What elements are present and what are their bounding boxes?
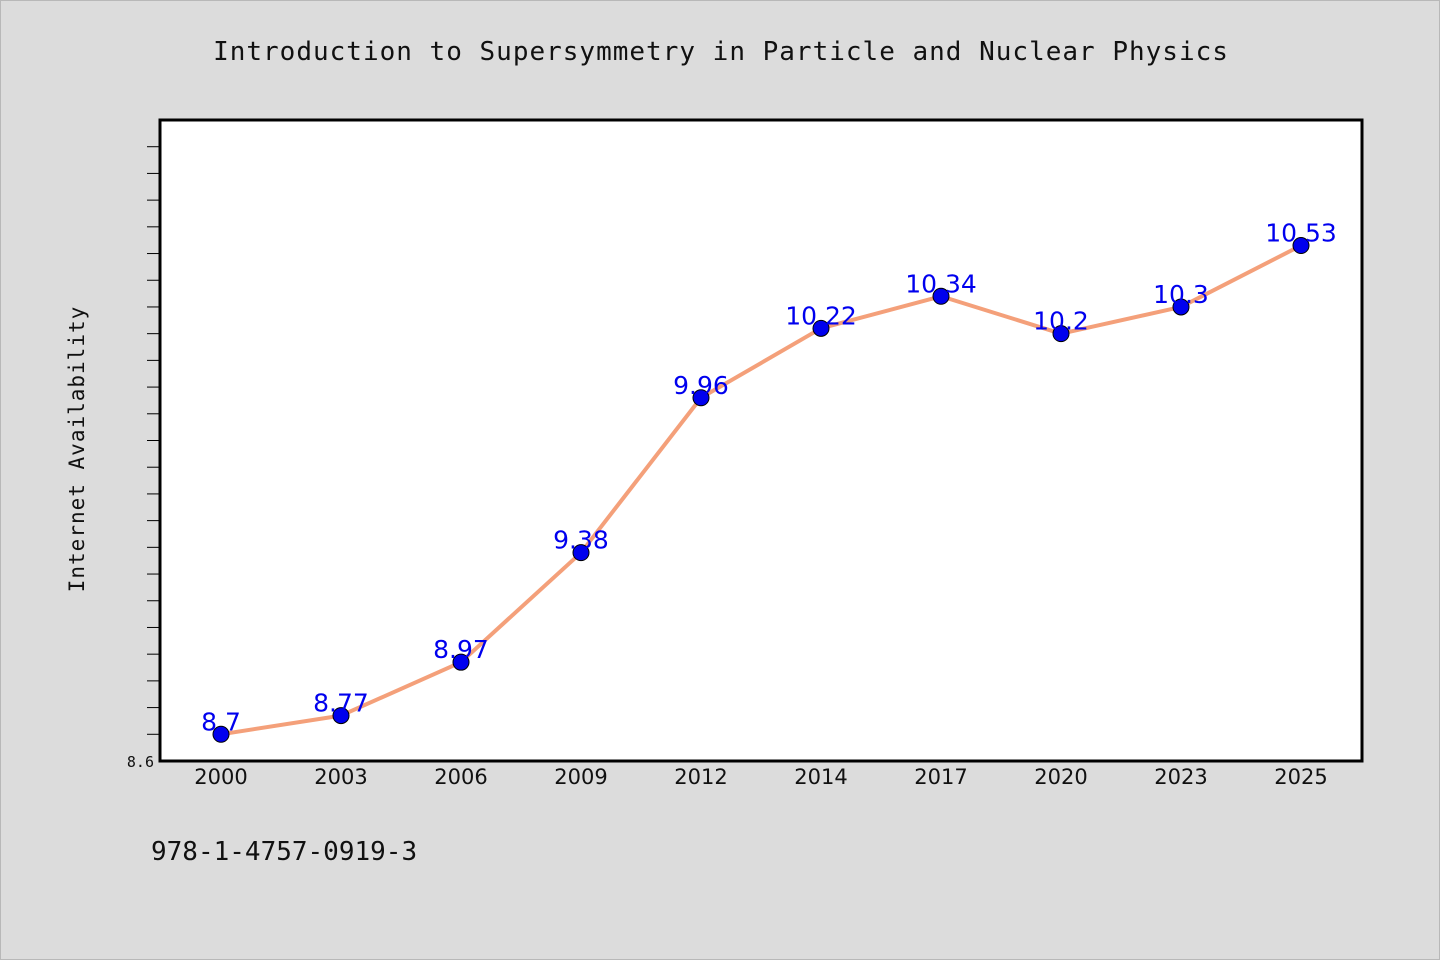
data-point <box>1292 237 1310 255</box>
data-label: 10.22 <box>785 301 857 330</box>
data-label: 10.2 <box>1033 307 1089 336</box>
x-tick-label: 2017 <box>914 765 967 789</box>
x-tick-label: 2025 <box>1274 765 1327 789</box>
isbn-text: 978-1-4757-0919-3 <box>151 837 418 867</box>
data-label: 10.34 <box>905 269 977 298</box>
data-point <box>452 653 470 671</box>
chart-title: Introduction to Supersymmetry in Particl… <box>213 37 1229 67</box>
data-label: 9.38 <box>553 526 609 555</box>
x-tick-label: 2009 <box>554 765 607 789</box>
x-tick-label: 2020 <box>1034 765 1087 789</box>
y-tick-label: 8.6 <box>127 753 154 771</box>
data-point <box>692 389 710 407</box>
data-point <box>932 287 950 305</box>
x-tick-label: 2012 <box>674 765 727 789</box>
data-label: 10.3 <box>1153 280 1209 309</box>
data-point <box>212 725 230 743</box>
series-line <box>219 243 1303 737</box>
data-label: 10.53 <box>1265 219 1337 248</box>
data-point <box>572 544 590 562</box>
data-point <box>1052 325 1070 343</box>
plot-area <box>160 120 1362 761</box>
data-label: 8.7 <box>201 707 241 736</box>
x-tick-label: 2014 <box>794 765 847 789</box>
data-point <box>1172 298 1190 316</box>
data-label: 9.96 <box>673 371 729 400</box>
x-tick-label: 2000 <box>194 765 247 789</box>
data-point <box>332 707 350 725</box>
x-tick-label: 2003 <box>314 765 367 789</box>
x-tick-label: 2023 <box>1154 765 1207 789</box>
data-label: 8.77 <box>313 689 369 718</box>
x-tick-label: 2006 <box>434 765 487 789</box>
data-point <box>812 319 830 337</box>
data-label: 8.97 <box>433 635 489 664</box>
